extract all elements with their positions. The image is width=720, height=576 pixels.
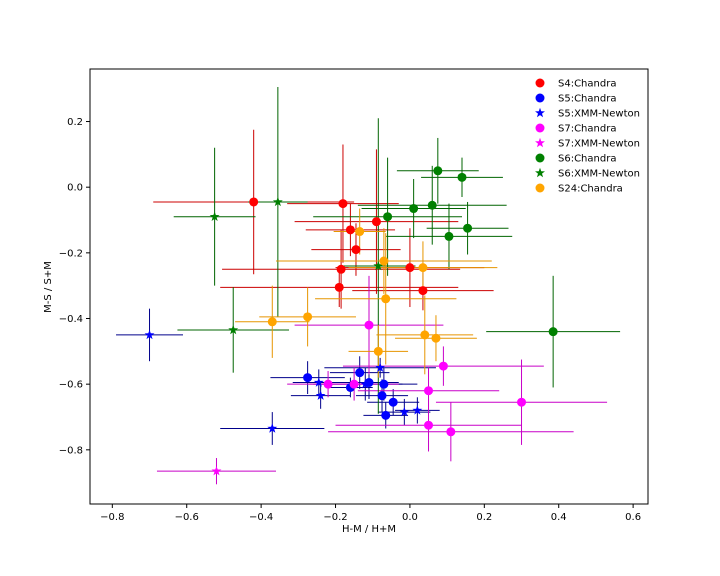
s6-xmm-newton-point: [209, 211, 220, 221]
s5-chandra-point: [377, 391, 387, 401]
s7-chandra-point: [438, 361, 448, 371]
x-axis-ticks: −0.8 −0.6 −0.4 −0.2 0.0 0.2 0.4 0.6: [100, 504, 641, 523]
s24-chandra-point: [379, 256, 389, 266]
s5-chandra-point: [379, 379, 389, 389]
legend-label-s7-chandra: S7:Chandra: [558, 124, 616, 135]
s5-xmm-newton-point: [267, 423, 278, 433]
plot-area: [116, 87, 621, 485]
s5-chandra-point: [303, 373, 313, 383]
error-bars: [116, 87, 621, 485]
s7-chandra-point: [323, 379, 333, 389]
s24-chandra-point: [381, 294, 391, 304]
y-tick-label: −0.2: [59, 248, 83, 259]
legend-marker-s6-chandra: [535, 153, 545, 163]
legend-label-s4-chandra: S4:Chandra: [558, 79, 616, 90]
s24-chandra-point: [373, 346, 383, 356]
s6-chandra-point: [433, 166, 443, 176]
x-tick-label: −0.2: [323, 512, 347, 523]
legend-label-s5-xmm-newton: S5:XMM-Newton: [558, 109, 640, 120]
x-tick-label: 0.6: [625, 512, 641, 523]
s6-chandra-point: [427, 200, 437, 210]
s5-chandra-point: [355, 368, 365, 378]
plot-frame: [89, 68, 649, 505]
legend-marker-s7-xmm-newton: [535, 137, 545, 148]
y-tick-label: −0.8: [59, 445, 83, 456]
s5-xmm-newton-point: [315, 390, 326, 400]
legend: S4:Chandra S5:Chandra S5:XMM-Newton S7:Chan…: [535, 78, 640, 195]
s4-chandra-point: [336, 264, 346, 274]
s6-chandra-point: [457, 172, 467, 182]
s4-chandra-point: [345, 225, 355, 235]
legend-label-s5-chandra: S5:Chandra: [558, 94, 616, 105]
s5-xmm-newton-point: [144, 329, 155, 340]
s4-chandra-point: [334, 282, 344, 292]
x-axis-label: H-M / H+M: [342, 524, 396, 535]
legend-label-s24-chandra: S24:Chandra: [558, 184, 623, 195]
s24-chandra-point: [267, 317, 277, 327]
s4-chandra-point: [371, 217, 381, 227]
y-tick-label: 0.0: [67, 183, 83, 194]
y-tick-label: −0.6: [59, 380, 83, 391]
s7-chandra-point: [349, 379, 359, 389]
s5-chandra-point: [381, 410, 391, 420]
s4-chandra-point: [405, 263, 415, 273]
s6-chandra-point: [463, 223, 473, 233]
y-axis-ticks: 0.2 0.0 −0.2 −0.4 −0.6 −0.8: [59, 117, 90, 456]
s24-chandra-point: [355, 227, 365, 237]
s24-chandra-point: [303, 312, 313, 322]
legend-label-s6-xmm-newton: S6:XMM-Newton: [558, 169, 640, 180]
legend-marker-s24-chandra: [535, 183, 545, 193]
s6-chandra-point: [548, 327, 558, 337]
s5-chandra-point: [388, 397, 398, 407]
y-tick-label: −0.4: [59, 314, 83, 325]
s6-chandra-point: [383, 212, 393, 222]
legend-marker-s7-chandra: [535, 123, 545, 133]
s5-xmm-newton-point: [375, 362, 386, 372]
data-points: [144, 166, 558, 476]
s7-chandra-point: [424, 386, 434, 396]
legend-label-s6-chandra: S6:Chandra: [558, 154, 616, 165]
s4-chandra-point: [249, 197, 259, 207]
x-tick-label: −0.8: [100, 512, 124, 523]
y-tick-label: 0.2: [67, 117, 83, 128]
legend-marker-s4-chandra: [535, 78, 545, 88]
legend-marker-s6-xmm-newton: [535, 167, 545, 178]
s24-chandra-point: [431, 333, 441, 343]
legend-marker-s5-chandra: [535, 93, 545, 103]
s7-chandra-point: [517, 397, 527, 407]
s24-chandra-point: [420, 330, 430, 340]
s7-chandra-point: [364, 320, 374, 330]
s5-xmm-newton-point: [313, 377, 324, 387]
s6-xmm-newton-point: [373, 260, 384, 271]
s5-xmm-newton-point: [360, 378, 371, 389]
s6-chandra-point: [409, 204, 419, 214]
s5-xmm-newton-point: [399, 406, 410, 417]
s7-chandra-point: [424, 420, 434, 430]
s6-xmm-newton-point: [228, 324, 239, 335]
x-tick-label: 0.0: [402, 512, 418, 523]
s4-chandra-point: [351, 245, 361, 255]
legend-marker-s5-xmm-newton: [535, 107, 545, 118]
s6-chandra-point: [444, 231, 454, 241]
s24-chandra-point: [418, 263, 428, 273]
s7-xmm-newton-point: [211, 465, 222, 476]
s7-chandra-point: [446, 427, 456, 437]
s6-xmm-newton-point: [272, 196, 283, 207]
x-tick-label: −0.6: [175, 512, 199, 523]
y-axis-label: M-S / S+M: [43, 261, 54, 313]
x-tick-label: −0.4: [249, 512, 273, 523]
legend-label-s7-xmm-newton: S7:XMM-Newton: [558, 139, 640, 150]
s4-chandra-point: [338, 199, 348, 209]
x-tick-label: 0.2: [476, 512, 492, 523]
s4-chandra-point: [418, 286, 428, 296]
s5-xmm-newton-point: [412, 405, 423, 415]
x-tick-label: 0.4: [551, 512, 567, 523]
